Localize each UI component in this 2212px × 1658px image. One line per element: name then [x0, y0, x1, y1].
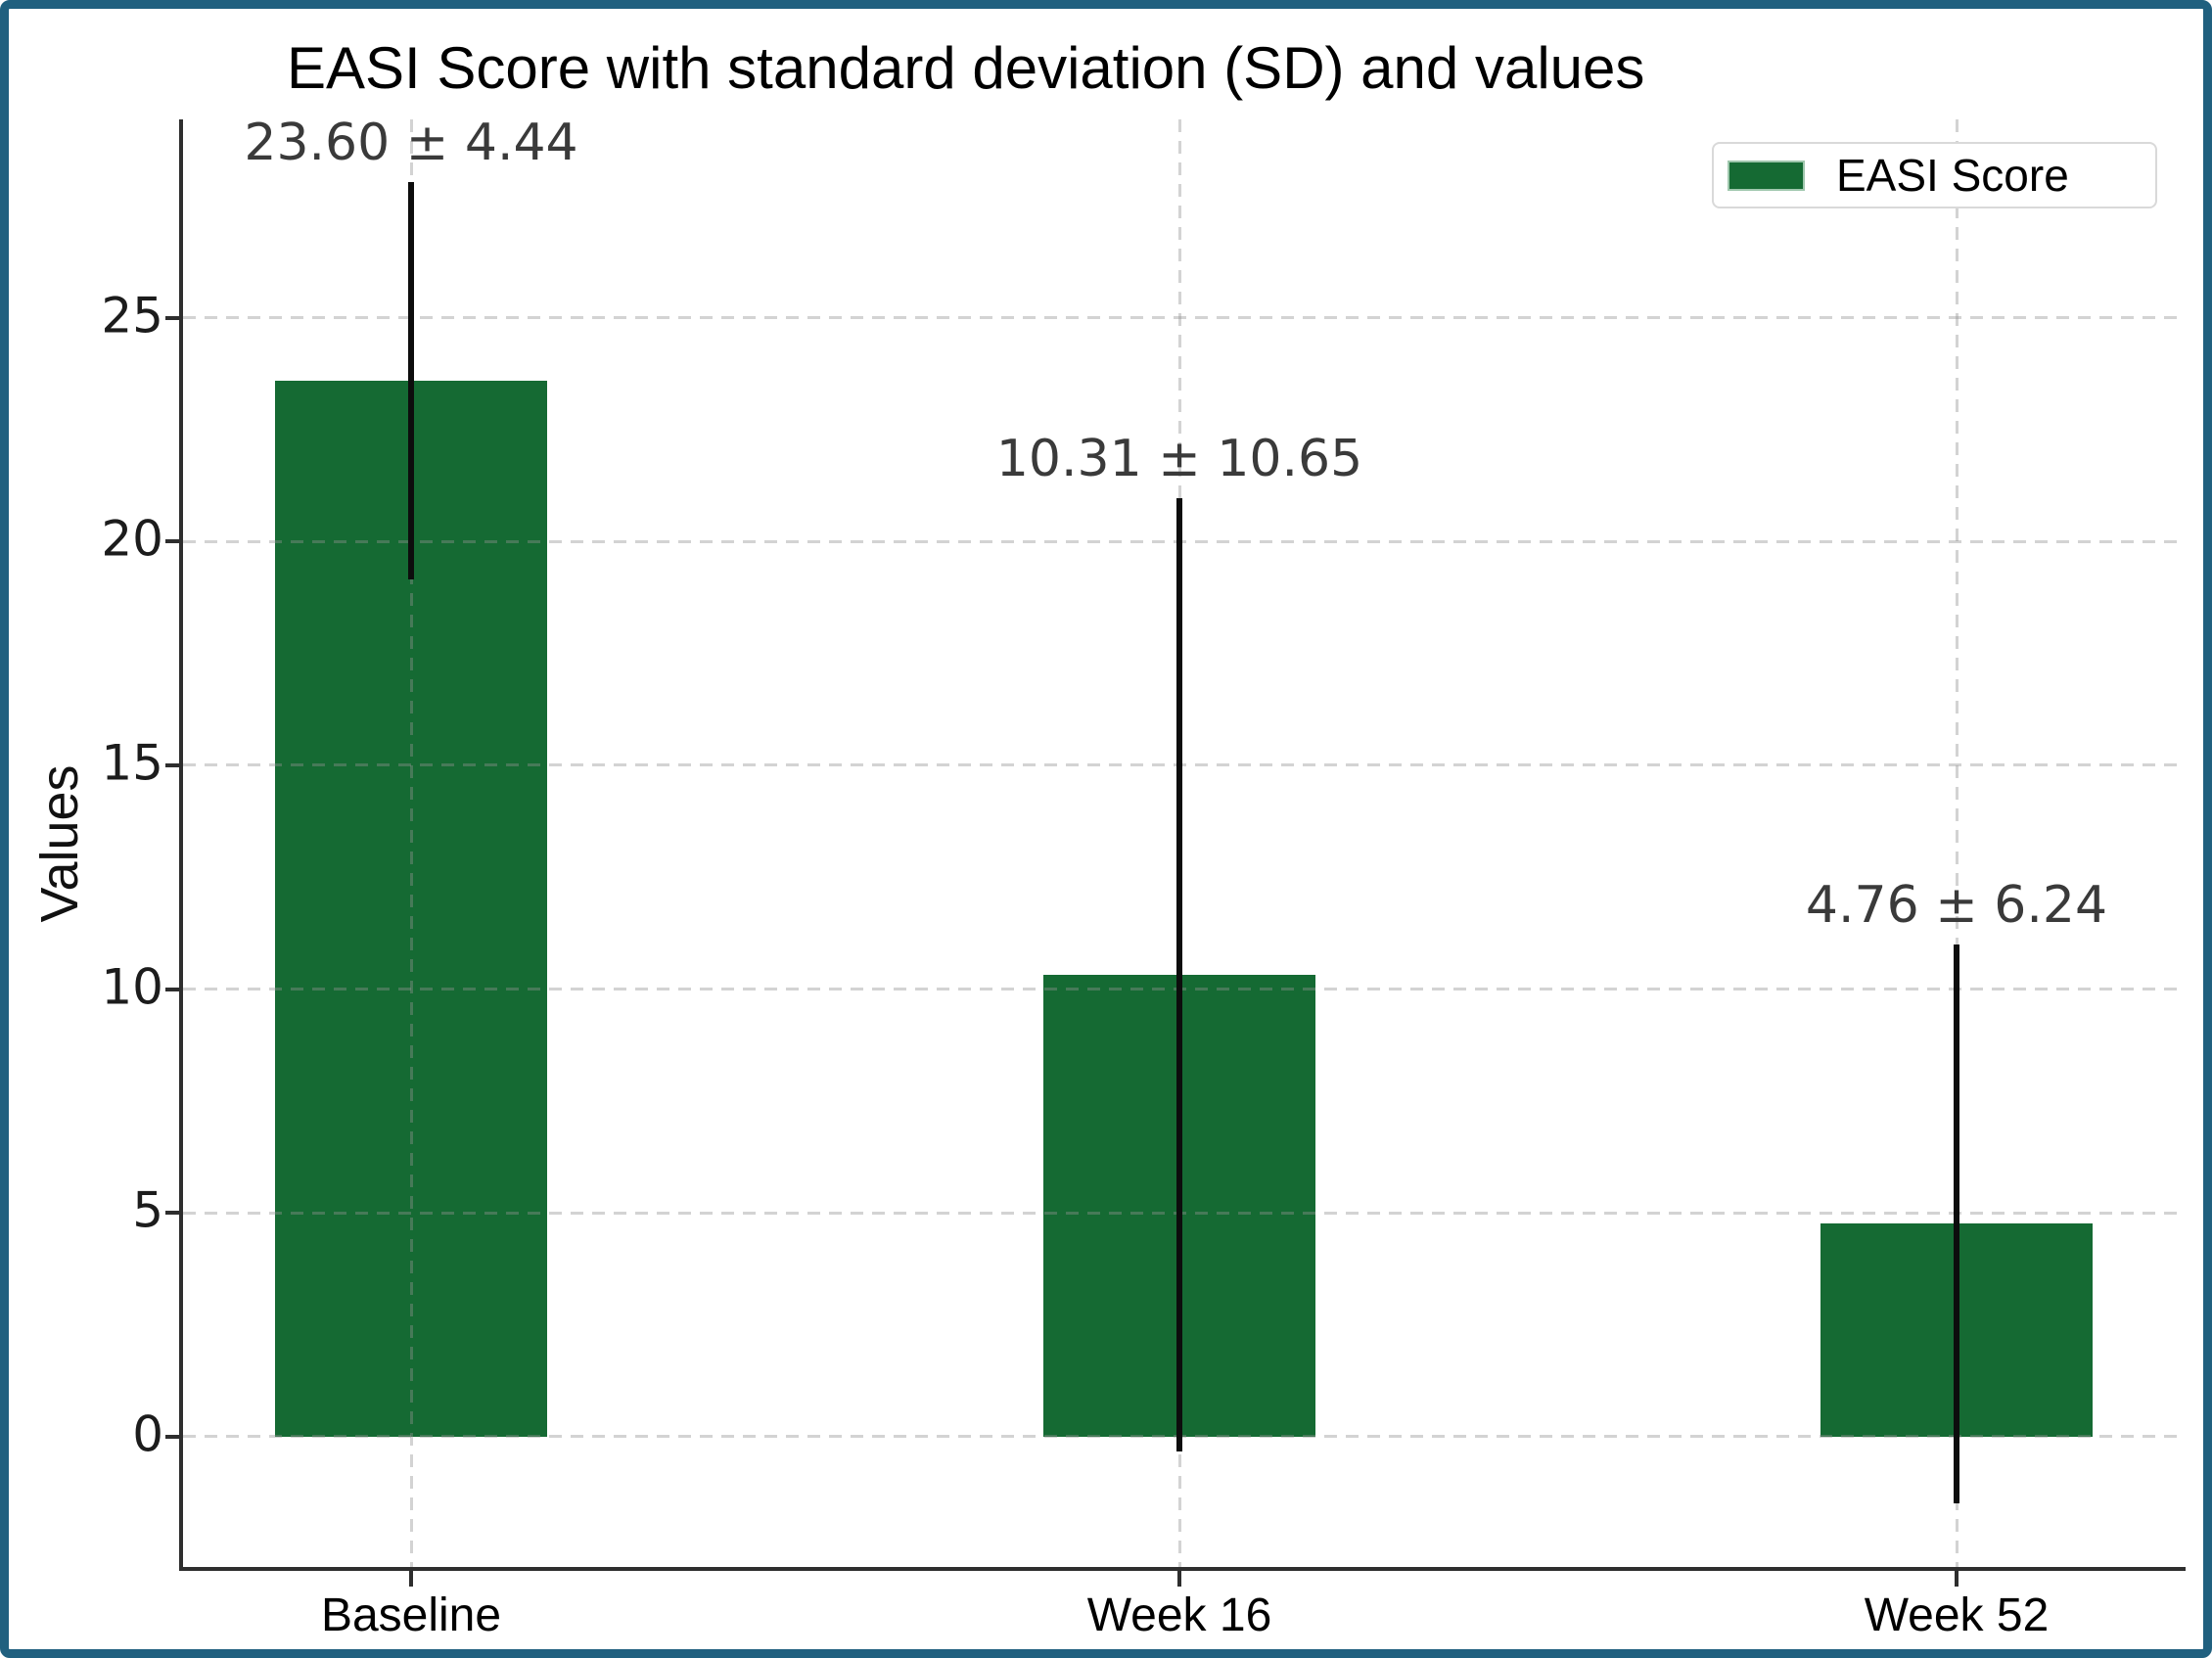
y-tick-mark	[165, 762, 181, 767]
h-gridline	[183, 988, 2186, 991]
y-tick-label: 15	[101, 734, 163, 792]
y-tick-mark	[165, 539, 181, 544]
errorbars-layer	[183, 119, 2186, 1567]
y-tick-mark	[165, 1434, 181, 1439]
plot-area: 23.60 ± 4.44 10.31 ± 10.65 4.76 ± 6.24	[179, 114, 2186, 1571]
h-gridline	[183, 316, 2186, 320]
bar-value-label: 10.31 ± 10.65	[995, 430, 1363, 489]
y-tick-label: 10	[101, 958, 163, 1016]
bar-value-label: 4.76 ± 6.24	[1805, 875, 2108, 935]
h-gridline	[183, 763, 2186, 767]
x-tick-mark	[1177, 1571, 1181, 1587]
legend-label: EASI Score	[1836, 150, 2069, 201]
legend-swatch	[1728, 160, 1805, 191]
x-tick-label: Week 16	[1086, 1589, 1272, 1641]
bar-labels-layer: 23.60 ± 4.44 10.31 ± 10.65 4.76 ± 6.24	[183, 114, 2186, 1567]
error-bar	[1176, 498, 1182, 1452]
x-tick-label: Baseline	[320, 1589, 502, 1641]
x-tick-mark	[1955, 1571, 1959, 1587]
h-gridline	[183, 539, 2186, 543]
y-tick-label: 5	[132, 1181, 163, 1239]
chart-title: EASI Score with standard deviation (SD) …	[287, 35, 1645, 101]
v-gridline	[409, 119, 413, 1567]
x-tick-label: Week 52	[1864, 1589, 2050, 1641]
y-tick-mark	[165, 315, 181, 320]
y-tick-mark	[165, 987, 181, 991]
legend: EASI Score	[1712, 142, 2157, 208]
y-tick-label: 0	[132, 1405, 163, 1463]
h-gridline	[183, 1211, 2186, 1215]
y-tick-label: 25	[101, 287, 163, 345]
x-tick-mark	[409, 1571, 413, 1587]
y-tick-mark	[165, 1211, 181, 1216]
bar-value-label: 23.60 ± 4.44	[244, 113, 578, 172]
error-bar	[1954, 944, 1959, 1503]
error-bar	[408, 181, 414, 579]
y-tick-label: 20	[101, 510, 163, 568]
v-gridline	[1955, 119, 1959, 1567]
h-gridline	[183, 1435, 2186, 1439]
